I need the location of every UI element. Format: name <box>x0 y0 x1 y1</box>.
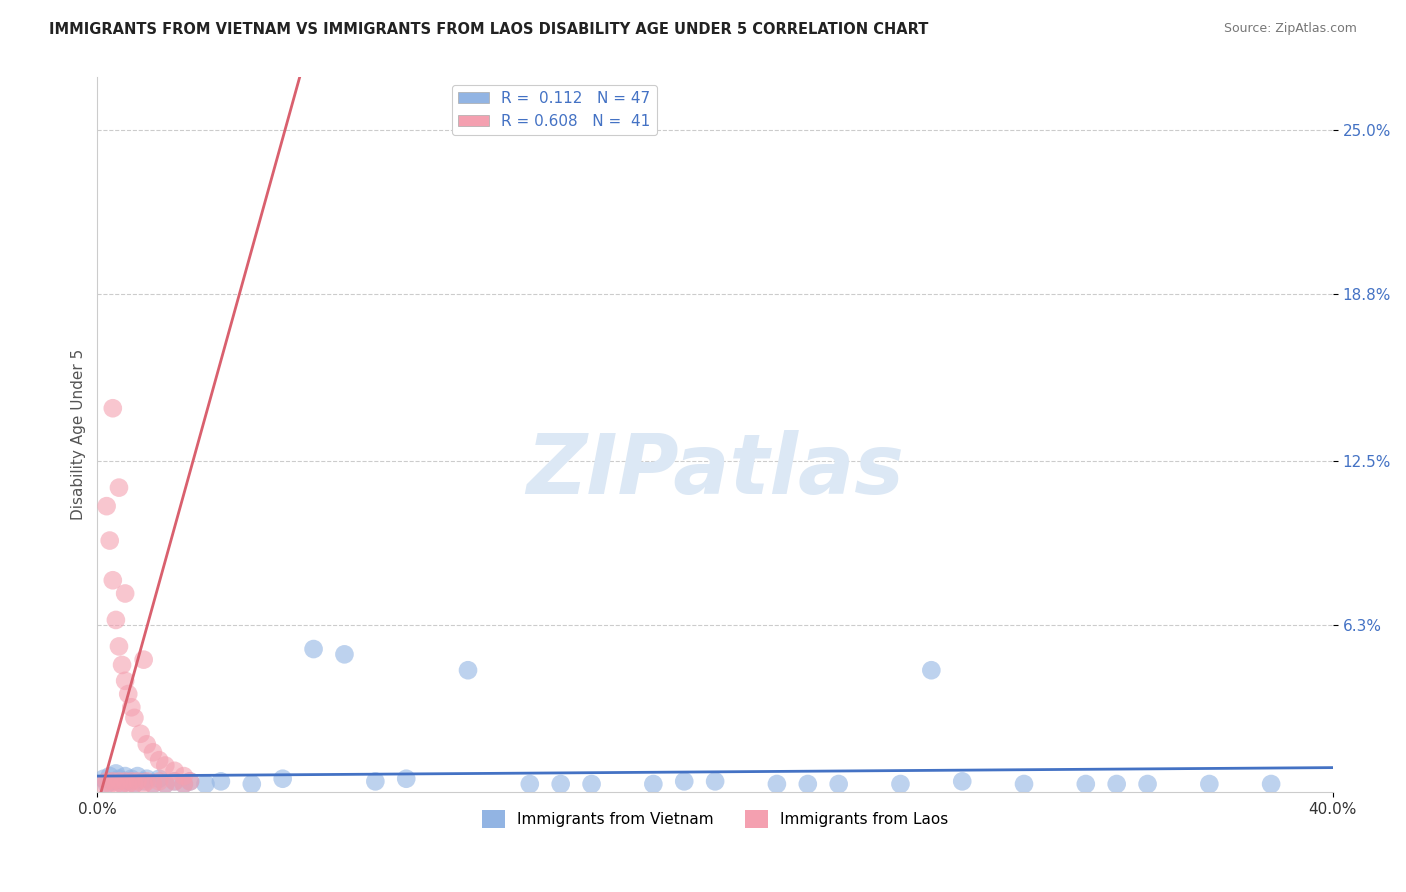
Point <box>101 401 124 416</box>
Point <box>155 758 177 772</box>
Point <box>111 777 134 791</box>
Point <box>920 663 942 677</box>
Point <box>135 737 157 751</box>
Point <box>101 774 124 789</box>
Point <box>127 774 149 789</box>
Point <box>155 777 177 791</box>
Point <box>173 777 195 791</box>
Point <box>1198 777 1220 791</box>
Point <box>163 774 186 789</box>
Point <box>163 774 186 789</box>
Point <box>209 774 232 789</box>
Point <box>104 613 127 627</box>
Point <box>114 586 136 600</box>
Point <box>132 777 155 791</box>
Point <box>179 774 201 789</box>
Point <box>581 777 603 791</box>
Y-axis label: Disability Age Under 5: Disability Age Under 5 <box>72 349 86 520</box>
Point <box>93 777 115 791</box>
Point <box>120 700 142 714</box>
Point <box>93 772 115 786</box>
Text: IMMIGRANTS FROM VIETNAM VS IMMIGRANTS FROM LAOS DISABILITY AGE UNDER 5 CORRELATI: IMMIGRANTS FROM VIETNAM VS IMMIGRANTS FR… <box>49 22 928 37</box>
Point <box>271 772 294 786</box>
Point <box>148 772 170 786</box>
Text: ZIPatlas: ZIPatlas <box>526 430 904 511</box>
Point <box>797 777 820 791</box>
Point <box>101 574 124 588</box>
Point <box>124 777 146 791</box>
Point <box>108 772 131 786</box>
Point <box>148 774 170 789</box>
Point <box>643 777 665 791</box>
Point <box>117 687 139 701</box>
Point <box>395 772 418 786</box>
Point <box>124 711 146 725</box>
Point <box>104 766 127 780</box>
Point <box>950 774 973 789</box>
Point <box>108 774 131 789</box>
Point <box>1074 777 1097 791</box>
Point <box>101 774 124 789</box>
Point <box>142 777 165 791</box>
Point <box>132 774 155 789</box>
Point <box>1260 777 1282 791</box>
Point <box>96 777 118 791</box>
Point <box>135 772 157 786</box>
Point <box>766 777 789 791</box>
Point <box>240 777 263 791</box>
Point <box>1136 777 1159 791</box>
Point <box>142 745 165 759</box>
Legend: Immigrants from Vietnam, Immigrants from Laos: Immigrants from Vietnam, Immigrants from… <box>477 804 955 834</box>
Point <box>114 774 136 789</box>
Point <box>111 657 134 672</box>
Point <box>108 640 131 654</box>
Point <box>111 777 134 791</box>
Point <box>889 777 911 791</box>
Text: Source: ZipAtlas.com: Source: ZipAtlas.com <box>1223 22 1357 36</box>
Point <box>135 774 157 789</box>
Point <box>98 533 121 548</box>
Point <box>155 777 177 791</box>
Point <box>120 774 142 789</box>
Point <box>173 777 195 791</box>
Point <box>148 753 170 767</box>
Point <box>550 777 572 791</box>
Point <box>302 642 325 657</box>
Point <box>1012 777 1035 791</box>
Point <box>124 777 146 791</box>
Point <box>828 777 851 791</box>
Point <box>1105 777 1128 791</box>
Point <box>98 769 121 783</box>
Point <box>194 777 217 791</box>
Point <box>132 653 155 667</box>
Point <box>457 663 479 677</box>
Point <box>96 774 118 789</box>
Point <box>519 777 541 791</box>
Point <box>704 774 727 789</box>
Point <box>673 774 696 789</box>
Point <box>163 764 186 778</box>
Point <box>108 481 131 495</box>
Point <box>129 727 152 741</box>
Point <box>98 777 121 791</box>
Point <box>96 499 118 513</box>
Point <box>104 777 127 791</box>
Point <box>333 648 356 662</box>
Point <box>117 774 139 789</box>
Point <box>364 774 387 789</box>
Point <box>173 769 195 783</box>
Point <box>142 777 165 791</box>
Point <box>120 772 142 786</box>
Point <box>127 769 149 783</box>
Point <box>117 777 139 791</box>
Point <box>114 769 136 783</box>
Point <box>114 673 136 688</box>
Point <box>179 774 201 789</box>
